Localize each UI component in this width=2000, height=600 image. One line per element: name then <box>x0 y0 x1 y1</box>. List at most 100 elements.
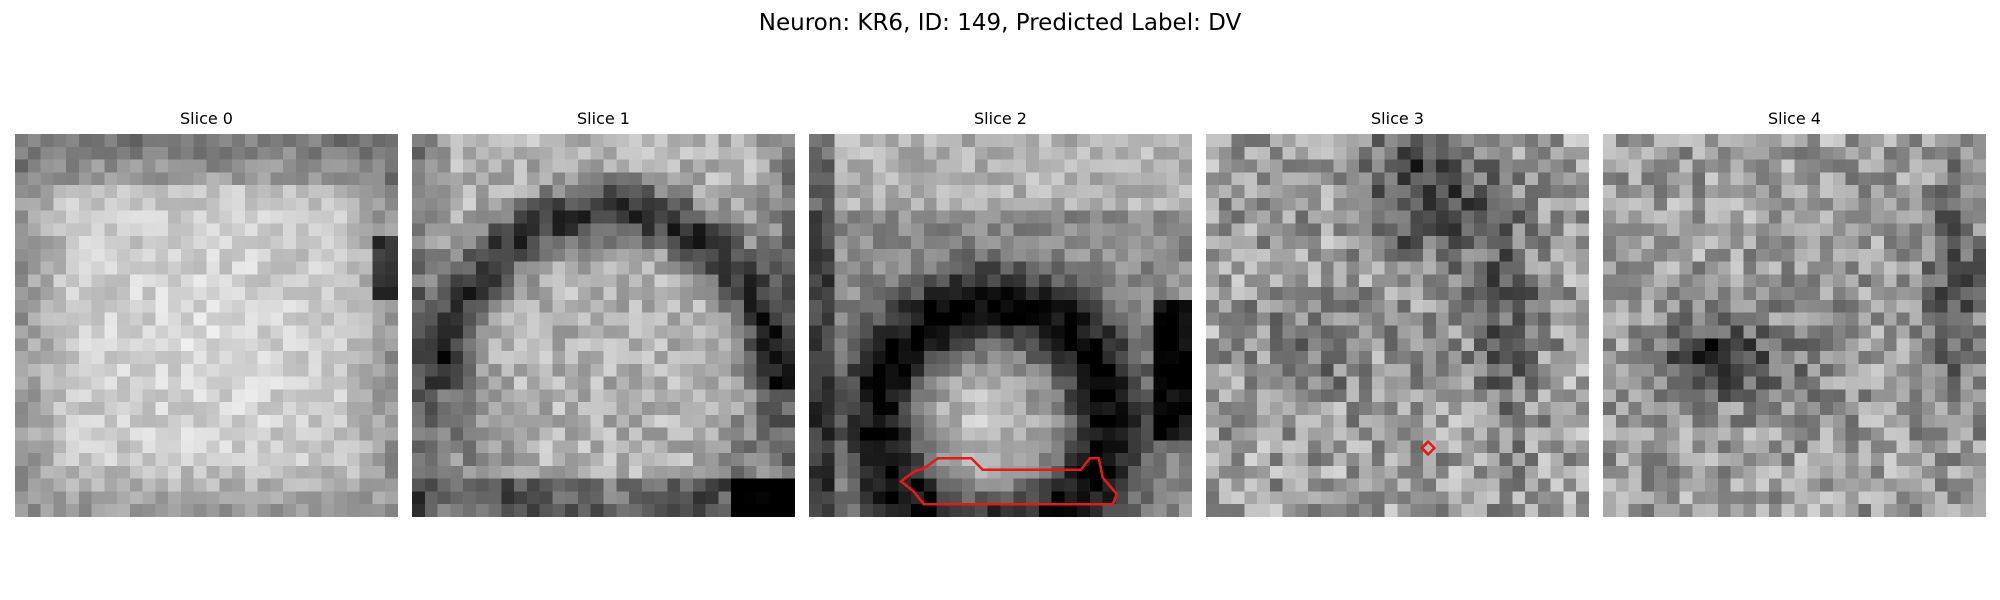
pixel <box>321 299 335 313</box>
pixel <box>1359 185 1373 199</box>
pixel <box>1115 159 1129 173</box>
pixel <box>1179 146 1192 160</box>
pixel <box>1064 376 1078 390</box>
pixel <box>1486 338 1500 352</box>
pixel <box>577 338 591 352</box>
pixel <box>117 312 131 326</box>
pixel <box>1244 248 1258 262</box>
pixel <box>847 223 861 237</box>
pixel <box>565 172 579 186</box>
pixel <box>40 414 54 428</box>
pixel <box>206 261 220 275</box>
pixel <box>1038 414 1052 428</box>
pixel <box>667 491 681 505</box>
pixel <box>1960 363 1974 377</box>
pixel <box>1641 248 1655 262</box>
pixel <box>1845 134 1859 148</box>
pixel <box>66 338 80 352</box>
pixel <box>1244 338 1258 352</box>
pixel <box>1166 223 1180 237</box>
pixel <box>654 248 668 262</box>
pixel <box>104 440 118 454</box>
pixel <box>450 478 464 492</box>
pixel <box>1730 363 1744 377</box>
pixel <box>834 185 848 199</box>
pixel <box>1384 351 1398 365</box>
pixel <box>91 134 105 148</box>
pixel <box>206 134 220 148</box>
pixel <box>692 491 706 505</box>
pixel <box>1628 274 1642 288</box>
pixel <box>117 223 131 237</box>
pixel <box>974 261 988 275</box>
pixel <box>1563 414 1577 428</box>
pixel <box>1333 453 1347 467</box>
pixel <box>1026 146 1040 160</box>
pixel <box>847 325 861 339</box>
pixel <box>526 248 540 262</box>
pixel <box>1128 402 1142 416</box>
pixel <box>821 453 835 467</box>
pixel <box>821 427 835 441</box>
pixel <box>1756 261 1770 275</box>
pixel <box>1603 312 1617 326</box>
pixel <box>1064 223 1078 237</box>
pixel <box>193 491 207 505</box>
pixel <box>412 427 426 441</box>
pixel <box>1102 134 1116 148</box>
pixel <box>782 440 795 454</box>
pixel <box>40 325 54 339</box>
pixel <box>692 274 706 288</box>
pixel <box>1308 453 1322 467</box>
pixel <box>641 402 655 416</box>
pixel <box>1000 312 1014 326</box>
pixel <box>1064 351 1078 365</box>
pixel <box>385 261 398 275</box>
pixel <box>1140 172 1154 186</box>
pixel <box>104 504 118 517</box>
pixel <box>1153 274 1167 288</box>
pixel <box>1218 185 1232 199</box>
pixel <box>321 172 335 186</box>
pixel <box>1206 159 1220 173</box>
pixel <box>1717 389 1731 403</box>
pixel <box>283 287 297 301</box>
pixel <box>1026 236 1040 250</box>
pixel <box>1397 478 1411 492</box>
pixel <box>1153 351 1167 365</box>
pixel <box>1896 172 1910 186</box>
pixel <box>359 351 373 365</box>
pixel <box>40 427 54 441</box>
pixel <box>1730 465 1744 479</box>
pixel <box>1206 261 1220 275</box>
pixel <box>834 363 848 377</box>
pixel <box>680 414 694 428</box>
pixel <box>475 134 489 148</box>
pixel <box>1423 223 1437 237</box>
pixel <box>463 248 477 262</box>
pixel <box>53 453 67 467</box>
pixel <box>1832 223 1846 237</box>
pixel <box>321 478 335 492</box>
pixel <box>1934 159 1948 173</box>
pixel <box>1768 351 1782 365</box>
pixel <box>705 210 719 224</box>
pixel <box>1883 338 1897 352</box>
pixel <box>1563 172 1577 186</box>
pixel <box>1934 414 1948 428</box>
pixel <box>756 351 770 365</box>
pixel <box>1525 338 1539 352</box>
pixel <box>629 504 643 517</box>
pixel <box>1563 261 1577 275</box>
pixel <box>346 172 360 186</box>
pixel <box>1308 223 1322 237</box>
pixel <box>782 261 795 275</box>
pixel <box>1499 299 1513 313</box>
pixel <box>142 287 156 301</box>
pixel <box>923 185 937 199</box>
pixel <box>1756 287 1770 301</box>
pixel <box>1218 134 1232 148</box>
pixel <box>1486 261 1500 275</box>
pixel <box>1346 376 1360 390</box>
pixel <box>78 236 92 250</box>
